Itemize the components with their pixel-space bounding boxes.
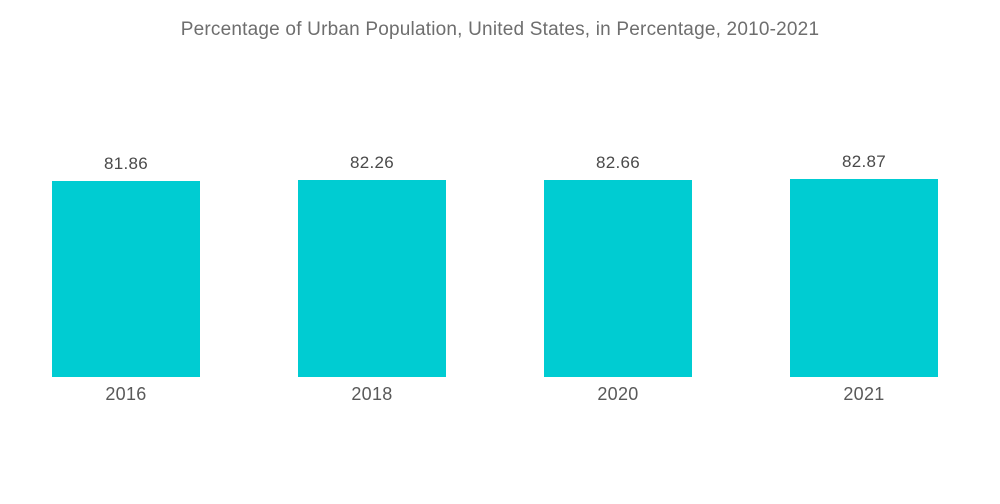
x-axis-tick-label: 2021 bbox=[843, 384, 885, 404]
bar-value-label: 82.87 bbox=[841, 152, 887, 171]
x-axis: 2016 2018 2020 2021 bbox=[3, 384, 987, 405]
bar-value-label: 81.86 bbox=[103, 154, 149, 173]
bar-value-label: 82.66 bbox=[595, 153, 641, 172]
chart-title: Percentage of Urban Population, United S… bbox=[180, 19, 820, 40]
x-axis-tick-label: 2016 bbox=[105, 384, 147, 404]
bar[interactable] bbox=[790, 179, 938, 377]
bar[interactable] bbox=[298, 180, 446, 377]
bar[interactable] bbox=[52, 181, 200, 377]
plot-area: 81.86 82.26 82.66 82.87 bbox=[3, 0, 987, 377]
bar-value-label: 82.26 bbox=[349, 153, 395, 172]
bar-group: 81.86 bbox=[3, 0, 249, 377]
x-axis-tick-label: 2020 bbox=[597, 384, 639, 404]
x-axis-tick-label: 2018 bbox=[351, 384, 393, 404]
bar-group: 82.66 bbox=[495, 0, 741, 377]
bar-group: 82.87 bbox=[741, 0, 987, 377]
bar[interactable] bbox=[544, 180, 692, 377]
bar-group: 82.26 bbox=[249, 0, 495, 377]
